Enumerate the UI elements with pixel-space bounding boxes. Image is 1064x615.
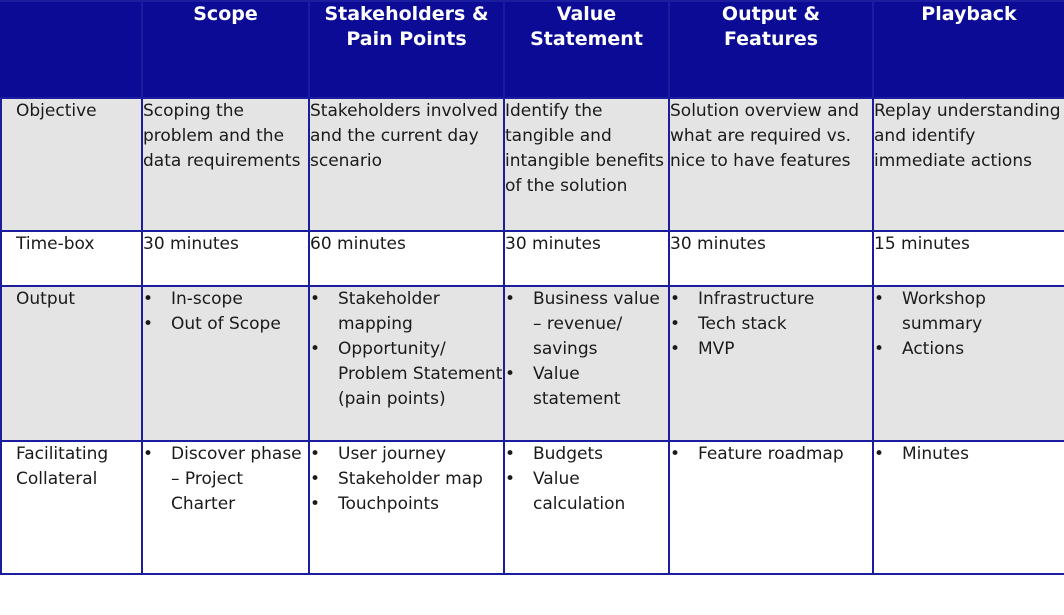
row-objective: Objective Scoping the problem and the da… (0, 97, 1064, 232)
header-label-line: Statement (530, 28, 643, 50)
collateral-value-statement: BudgetsValue calculation (503, 440, 670, 575)
row-label-timebox: Time-box (0, 230, 143, 287)
header-label-line: Output & (721, 3, 821, 25)
bullet-list: BudgetsValue calculation (505, 442, 668, 517)
header-label-line: Playback (921, 3, 1017, 25)
timebox-output-features: 30 minutes (668, 230, 874, 287)
timebox-playback: 15 minutes (872, 230, 1064, 287)
header-label-line: Value (556, 3, 617, 25)
row-label-collateral: Facilitating Collateral (0, 440, 143, 575)
header-row: Scope Stakeholders & Pain Points Value Sta… (0, 0, 1064, 99)
bullet-list: In-scopeOut of Scope (143, 287, 308, 337)
list-item: In-scope (143, 287, 308, 312)
header-value-statement: Value Statement (503, 0, 670, 99)
header-stakeholders: Stakeholders & Pain Points (308, 0, 505, 99)
bullet-list: InfrastructureTech stackMVP (670, 287, 872, 362)
objective-value-statement: Identify the tangible and intangible ben… (503, 97, 670, 232)
row-label-objective: Objective (0, 97, 143, 232)
list-item: MVP (670, 337, 872, 362)
header-label-line: Features (723, 28, 819, 50)
output-stakeholders: Stakeholder mappingOpportunity/ Problem … (308, 285, 505, 442)
timebox-value-statement: 30 minutes (503, 230, 670, 287)
header-corner (0, 0, 143, 99)
list-item: Infrastructure (670, 287, 872, 312)
header-label-line: Pain Points (346, 28, 467, 50)
header-scope: Scope (141, 0, 310, 99)
row-label-output: Output (0, 285, 143, 442)
row-timebox: Time-box 30 minutes 60 minutes 30 minute… (0, 230, 1064, 287)
list-item: Value statement (505, 362, 668, 412)
list-item: Stakeholder mapping (310, 287, 503, 337)
bullet-list: Business value – revenue/ savingsValue s… (505, 287, 668, 412)
objective-playback: Replay understanding and identify immedi… (872, 97, 1064, 232)
list-item: Budgets (505, 442, 668, 467)
header-label-line: Scope (193, 3, 258, 25)
list-item: Discover phase – Project Charter (143, 442, 308, 517)
list-item: User journey (310, 442, 503, 467)
objective-stakeholders: Stakeholders involved and the current da… (308, 97, 505, 232)
list-item: Workshop summary (874, 287, 1064, 337)
list-item: Actions (874, 337, 1064, 362)
bullet-list: Stakeholder mappingOpportunity/ Problem … (310, 287, 503, 412)
workshop-agenda-table: Scope Stakeholders & Pain Points Value Sta… (0, 0, 1064, 575)
objective-output-features: Solution overview and what are required … (668, 97, 874, 232)
header-label-line: Stakeholders & (324, 3, 489, 25)
timebox-stakeholders: 60 minutes (308, 230, 505, 287)
collateral-stakeholders: User journeyStakeholder mapTouchpoints (308, 440, 505, 575)
bullet-list: Workshop summaryActions (874, 287, 1064, 362)
row-output: Output In-scopeOut of Scope Stakeholder … (0, 285, 1064, 442)
list-item: Feature roadmap (670, 442, 872, 467)
header-playback: Playback (872, 0, 1064, 99)
output-scope: In-scopeOut of Scope (141, 285, 310, 442)
collateral-output-features: Feature roadmap (668, 440, 874, 575)
header-output-features: Output & Features (668, 0, 874, 99)
list-item: Touchpoints (310, 492, 503, 517)
bullet-list: User journeyStakeholder mapTouchpoints (310, 442, 503, 517)
list-item: Value calculation (505, 467, 668, 517)
collateral-playback: Minutes (872, 440, 1064, 575)
collateral-scope: Discover phase – Project Charter (141, 440, 310, 575)
bullet-list: Discover phase – Project Charter (143, 442, 308, 517)
objective-scope: Scoping the problem and the data require… (141, 97, 310, 232)
list-item: Opportunity/ Problem Statement (pain poi… (310, 337, 503, 412)
timebox-scope: 30 minutes (141, 230, 310, 287)
list-item: Business value – revenue/ savings (505, 287, 668, 362)
list-item: Stakeholder map (310, 467, 503, 492)
list-item: Out of Scope (143, 312, 308, 337)
output-output-features: InfrastructureTech stackMVP (668, 285, 874, 442)
bullet-list: Minutes (874, 442, 1064, 467)
row-collateral: Facilitating Collateral Discover phase –… (0, 440, 1064, 575)
list-item: Tech stack (670, 312, 872, 337)
output-value-statement: Business value – revenue/ savingsValue s… (503, 285, 670, 442)
list-item: Minutes (874, 442, 1064, 467)
output-playback: Workshop summaryActions (872, 285, 1064, 442)
bullet-list: Feature roadmap (670, 442, 872, 467)
